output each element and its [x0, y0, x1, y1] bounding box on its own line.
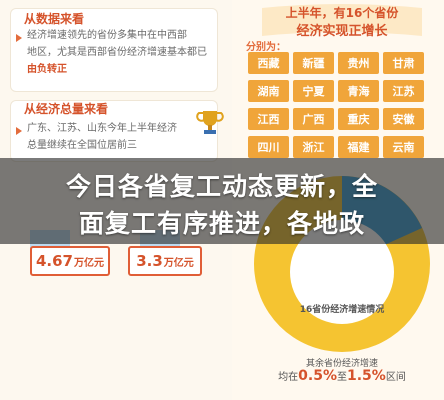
- bullet-arrow-icon: [16, 34, 22, 42]
- province-cell: 西藏: [248, 52, 289, 74]
- headline-line-1: 今日各省复工动态更新，全: [65, 172, 378, 201]
- value-1: 4.67: [35, 252, 73, 270]
- footer-value-2: 1.5%: [347, 368, 386, 384]
- footer-value-1: 0.5%: [298, 368, 337, 384]
- headline-banner[interactable]: [0, 158, 444, 244]
- headline-line-2: 面复工有序推进，各地政: [78, 209, 365, 238]
- province-cell: 宁夏: [293, 80, 334, 102]
- section2-text: 广东、江苏、山东今年上半年经济 总量继续在全国位居前三: [27, 120, 197, 154]
- provinces-label: 分别为：: [246, 42, 286, 53]
- pie-center-label: 16省份经济增速情况: [299, 305, 385, 315]
- section2-title: 从经济总量来看: [24, 102, 109, 116]
- trophy-icon: [196, 111, 224, 134]
- value-box-2: 3.3 万亿元: [128, 246, 202, 276]
- bullet-arrow-icon: [16, 127, 22, 135]
- right-title-1: 上半年，有16个省份: [285, 6, 399, 20]
- footer-suffix: 区间: [385, 372, 406, 383]
- province-cell: 浙江: [293, 136, 334, 158]
- province-cell: 广西: [293, 108, 334, 130]
- growth-card: [10, 8, 218, 92]
- province-cell: 新疆: [293, 52, 334, 74]
- title-ribbon: [262, 4, 422, 36]
- province-cell: 青海: [338, 80, 379, 102]
- province-cell: 云南: [383, 136, 424, 158]
- section1-line-1: 经济增速领先的省份多集中在中西部: [27, 30, 187, 41]
- province-cell: 江苏: [383, 80, 424, 102]
- value-box-1: 4.67 万亿元: [30, 246, 110, 276]
- section2-line-1: 广东、江苏、山东今年上半年经济: [27, 123, 177, 134]
- footer-line-1: 其余省份经济增速: [305, 359, 378, 369]
- province-cell: 重庆: [338, 108, 379, 130]
- pie-hole: [290, 220, 394, 324]
- province-cell: 福建: [338, 136, 379, 158]
- value-2-unit: 万亿元: [163, 257, 194, 269]
- value-1-unit: 万亿元: [74, 257, 104, 269]
- total-card: [10, 100, 218, 162]
- footer-prefix: 均在: [278, 372, 299, 383]
- section1-line-2: 地区，尤其是西部省份经济增速基本都已: [27, 47, 207, 58]
- province-cell: 湖南: [248, 80, 289, 102]
- section1-title: 从数据来看: [24, 12, 85, 26]
- province-cell: 安徽: [383, 108, 424, 130]
- section2-line-2: 总量继续在全国位居前三: [27, 140, 137, 151]
- value-2: 3.3: [136, 252, 163, 270]
- section1-text: 经济增速领先的省份多集中在中西部 地区，尤其是西部省份经济增速基本都已 由负转正: [27, 27, 215, 78]
- province-cell: 贵州: [338, 52, 379, 74]
- footer-line-2: 均在0.5%至1.5%区间: [262, 368, 422, 384]
- province-cell: 四川: [248, 136, 289, 158]
- footer-mid: 至: [337, 372, 347, 383]
- right-title-2: 经济实现正增长: [296, 24, 388, 39]
- section1-line-3: 由负转正: [27, 64, 67, 75]
- province-cell: 甘肃: [383, 52, 424, 74]
- province-cell: 江西: [248, 108, 289, 130]
